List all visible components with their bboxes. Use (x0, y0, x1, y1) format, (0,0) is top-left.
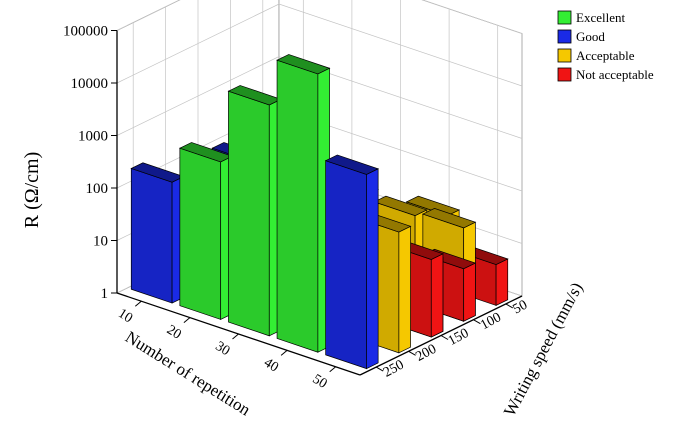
chart-tick-labels: 1 10 100 1000 10000 100000 10 20 30 40 50 50 100 150 2… (63, 24, 530, 392)
x-axis-title: Number of repetition (122, 327, 254, 419)
legend-swatch-good (557, 29, 572, 44)
y-tick-label: 10000 (71, 76, 109, 92)
y-gridline (116, 56, 523, 139)
legend-label-good: Good (576, 29, 605, 44)
z-tick-label: 100 (478, 310, 504, 333)
legend-label-not-acceptable: Not acceptable (576, 67, 654, 82)
x-tick-label: 20 (164, 323, 184, 343)
y-tick-label: 1000 (78, 129, 108, 145)
chart-bars (130, 54, 509, 370)
y-tick-label: 10 (93, 234, 108, 250)
bar-excellent (227, 85, 282, 337)
bar-good (324, 154, 380, 370)
x-tick-label: 30 (212, 339, 232, 359)
bar-excellent (276, 54, 331, 353)
legend-swatch-not-acceptable (557, 67, 572, 82)
legend-label-acceptable: Acceptable (576, 48, 635, 63)
x-tick-label: 10 (115, 306, 135, 326)
legend-swatch-acceptable (557, 48, 572, 63)
legend-label-excellent: Excellent (576, 10, 625, 25)
y-tick-label: 100 (86, 181, 109, 197)
z-tick-label: 50 (511, 298, 530, 318)
x-tick-label: 50 (310, 372, 330, 392)
y-tick-label: 1 (101, 286, 109, 302)
chart-axes (111, 30, 523, 376)
bar-good (130, 162, 185, 304)
y-axis-title: R (Ω/cm) (21, 152, 43, 229)
z-tick-label: 250 (381, 358, 407, 381)
z-tick-label: 150 (446, 326, 472, 349)
y-gridline (116, 3, 523, 87)
z-tick-label: 200 (413, 342, 439, 365)
legend-swatch-excellent (557, 10, 572, 25)
y-gridline (116, 0, 523, 34)
y-tick-label: 100000 (63, 24, 108, 40)
x-tick-label: 40 (261, 355, 281, 375)
chart-legend: Excellent Good Acceptable Not acceptable (557, 10, 654, 82)
bar-excellent (178, 142, 234, 320)
